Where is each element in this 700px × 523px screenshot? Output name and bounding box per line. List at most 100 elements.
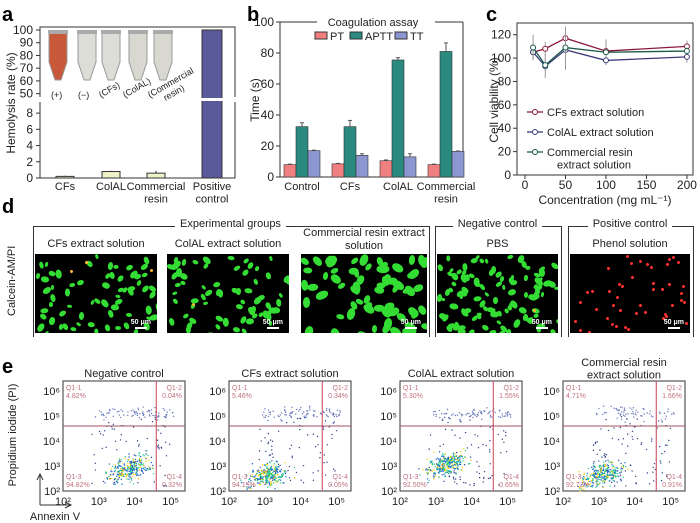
event-dot [111, 428, 113, 430]
live-cell [356, 330, 367, 333]
event-dot [663, 412, 666, 414]
event-dot [444, 458, 446, 460]
event-dot [299, 417, 302, 420]
tube-cap [77, 30, 97, 34]
live-cell [487, 268, 495, 277]
event-dot [448, 467, 450, 469]
event-dot [287, 469, 289, 472]
event-dot [140, 464, 142, 466]
event-dot [145, 469, 148, 471]
scale-bar-label: 50 μm [400, 319, 421, 326]
event-dot [448, 475, 451, 478]
quadrant-name: Q1-2 [332, 385, 348, 392]
event-dot [429, 460, 432, 462]
event-dot [118, 460, 121, 462]
event-dot [140, 469, 143, 471]
live-cell [154, 301, 157, 313]
event-dot [113, 481, 116, 484]
event-dot [103, 419, 105, 421]
live-cell [265, 271, 272, 281]
event-dot [436, 466, 439, 469]
event-dot [471, 411, 474, 413]
event-dot [278, 466, 280, 468]
event-dot [269, 473, 271, 476]
live-cell [116, 273, 125, 283]
event-dot [454, 434, 456, 436]
event-dot [112, 423, 115, 426]
event-dot [466, 447, 469, 449]
scale-bar: 50 μm [401, 319, 421, 329]
live-cell [75, 321, 82, 328]
event-dot [265, 414, 267, 417]
event-dot [150, 409, 153, 411]
live-cell [549, 261, 558, 271]
event-dot [425, 469, 427, 471]
event-dot [268, 454, 271, 457]
event-dot [105, 446, 107, 449]
event-dot [132, 409, 134, 411]
event-dot [601, 471, 603, 474]
event-dot [636, 418, 638, 420]
event-dot [604, 480, 606, 482]
event-dot [301, 413, 304, 415]
event-dot [116, 449, 118, 451]
event-dot [121, 483, 123, 485]
event-dot [446, 465, 448, 467]
live-cell [69, 326, 77, 333]
event-dot [121, 472, 123, 475]
event-dot [133, 462, 136, 464]
event-dot [115, 480, 118, 483]
event-dot [427, 481, 429, 484]
event-dot [135, 474, 138, 477]
event-dot [291, 406, 293, 409]
x-tick-label: 10⁵ [328, 496, 345, 508]
event-dot [619, 413, 621, 415]
event-dot [448, 459, 450, 461]
event-dot [594, 442, 596, 445]
event-dot [312, 409, 315, 412]
event-dot [583, 473, 585, 476]
dead-cell [606, 316, 610, 321]
event-dot [265, 450, 267, 453]
plot-frame [562, 380, 686, 492]
tube-image [48, 31, 68, 81]
event-dot [113, 478, 116, 480]
dead-cell [620, 284, 625, 289]
event-dot [296, 408, 298, 411]
event-dot [99, 432, 102, 435]
event-dot [465, 414, 467, 416]
event-dot [259, 428, 261, 431]
event-dot [312, 433, 315, 435]
event-dot [263, 416, 265, 418]
event-dot [317, 444, 319, 446]
event-dot [271, 483, 273, 486]
event-dot [596, 413, 598, 416]
event-dot [267, 476, 269, 478]
legend-label: PT [330, 31, 344, 43]
event-dot [606, 468, 608, 470]
event-dot [123, 467, 125, 470]
event-dot [418, 468, 420, 470]
event-dot [293, 466, 296, 469]
event-dot [445, 464, 448, 466]
event-dot [506, 414, 508, 416]
event-dot [323, 454, 325, 456]
dead-cell [651, 281, 656, 287]
event-dot [440, 470, 443, 472]
event-dot [325, 409, 328, 412]
event-dot [271, 477, 273, 479]
event-dot [501, 415, 504, 417]
data-point [542, 62, 549, 69]
event-dot [629, 423, 631, 425]
event-dot [323, 461, 325, 464]
x-tick-label: 10² [392, 496, 408, 508]
event-dot [646, 472, 649, 474]
event-dot [614, 475, 616, 477]
event-dot [145, 457, 148, 459]
event-dot [433, 451, 435, 454]
event-dot [448, 470, 450, 473]
event-dot [322, 428, 325, 430]
event-dot [114, 465, 117, 468]
event-dot [120, 409, 122, 411]
image-label: CFs extract solution [47, 238, 145, 250]
